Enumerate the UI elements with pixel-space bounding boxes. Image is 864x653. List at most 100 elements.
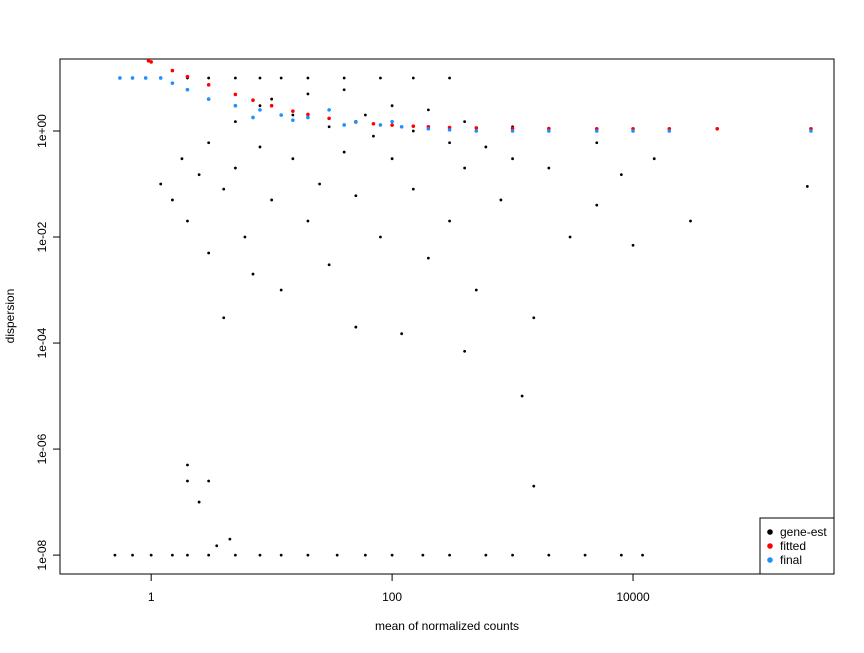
y-tick-label: 1e-08 [35, 539, 49, 570]
y-tick-label: 1e-06 [35, 433, 49, 464]
point [222, 187, 226, 191]
legend-label: fitted [780, 539, 806, 553]
point [619, 173, 623, 177]
point [619, 553, 623, 557]
point [371, 121, 376, 126]
point [448, 553, 451, 557]
point [251, 98, 255, 102]
point [170, 68, 175, 73]
point [426, 126, 431, 131]
point [185, 87, 190, 92]
point [689, 219, 692, 223]
point [511, 157, 514, 161]
point [233, 103, 238, 108]
point [279, 553, 283, 557]
plot-box [59, 58, 835, 575]
point [474, 126, 479, 130]
point [270, 198, 274, 202]
point [532, 316, 536, 320]
point [715, 126, 720, 131]
point [185, 74, 190, 79]
point [130, 76, 135, 80]
point [463, 349, 467, 353]
point [363, 113, 367, 117]
point [251, 115, 255, 120]
point [631, 243, 635, 247]
point [243, 235, 247, 239]
point [390, 553, 394, 557]
point [532, 484, 536, 488]
point [411, 124, 416, 129]
point [206, 83, 211, 87]
point [390, 104, 394, 108]
point [306, 219, 310, 223]
point [327, 108, 331, 112]
point [233, 92, 238, 97]
legend-label: final [780, 553, 802, 567]
point [306, 76, 310, 80]
point [207, 251, 211, 255]
point [547, 129, 551, 133]
legend-label: gene-est [780, 525, 827, 539]
point [484, 553, 488, 557]
point [258, 145, 262, 149]
point [805, 185, 809, 188]
point [400, 332, 404, 336]
point [170, 553, 174, 557]
point [484, 145, 488, 149]
point [342, 150, 346, 154]
point [379, 76, 382, 80]
point [170, 81, 175, 85]
point [448, 76, 451, 80]
point [511, 553, 514, 557]
point [421, 553, 425, 557]
point [206, 97, 211, 101]
point [411, 129, 415, 133]
point [306, 92, 310, 96]
point [342, 123, 346, 127]
point [342, 76, 346, 80]
point [510, 129, 515, 133]
legend-marker [767, 557, 773, 563]
x-tick-label: 10000 [616, 590, 650, 604]
point [118, 76, 122, 80]
y-tick-label: 1e-04 [35, 327, 49, 358]
point [215, 544, 219, 548]
point [233, 553, 237, 557]
point [306, 553, 310, 557]
point [426, 108, 430, 112]
x-tick-label: 100 [382, 590, 402, 604]
legend-marker [767, 543, 773, 549]
point [594, 129, 599, 133]
point [448, 219, 451, 223]
point [159, 182, 163, 186]
point [233, 166, 237, 170]
point [170, 198, 174, 202]
point [279, 76, 283, 80]
point [318, 182, 321, 186]
point [595, 203, 599, 207]
point [279, 288, 283, 292]
point [186, 463, 189, 467]
point [258, 76, 262, 80]
point [207, 141, 211, 145]
point [149, 553, 153, 557]
point [547, 166, 551, 170]
point [327, 263, 331, 267]
point [652, 157, 656, 161]
point [197, 500, 201, 504]
point [291, 118, 295, 122]
point [258, 553, 262, 557]
point [335, 553, 339, 557]
point [149, 60, 153, 64]
point [291, 109, 295, 113]
point [463, 166, 467, 170]
point [411, 187, 415, 191]
point [399, 124, 404, 129]
point [641, 553, 644, 557]
point [233, 76, 237, 80]
point [327, 125, 331, 129]
point [390, 123, 394, 127]
point [270, 97, 274, 101]
point [186, 479, 189, 483]
